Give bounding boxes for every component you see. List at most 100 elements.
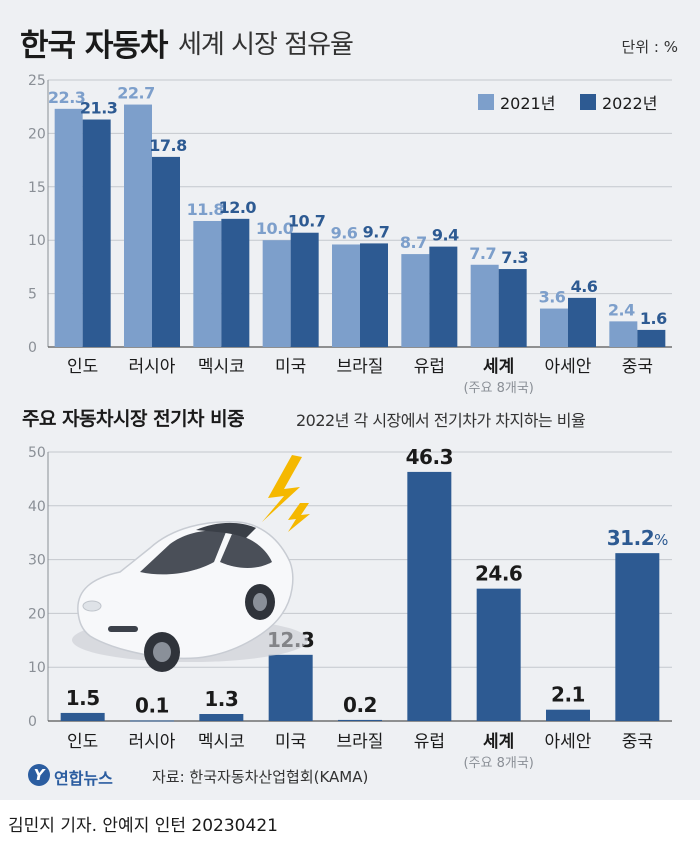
data-label: 46.3	[406, 445, 453, 469]
x-tick-label: 인도	[67, 732, 98, 752]
bar-ev	[130, 720, 174, 722]
bar-2021	[401, 254, 430, 347]
bar-2022	[429, 246, 458, 347]
y-tick-label: 30	[28, 553, 46, 569]
bar-2022	[637, 329, 666, 347]
bar-ev	[615, 553, 660, 721]
data-label: 3.6	[539, 288, 566, 307]
bar-2021	[124, 104, 152, 348]
data-label-unit: %	[654, 531, 668, 549]
chart-market-share: 0 5 10 15 20 25 인도 러시아 멕시코 미국 브라질 유럽 세계 (주요 8개국) 아세안 중국…	[28, 73, 672, 396]
bar-2022	[152, 156, 180, 347]
data-label: 9.4	[432, 226, 459, 245]
bar-2022	[221, 218, 250, 347]
bar-2022	[568, 297, 596, 347]
x-tick-note: (주요 8개국)	[463, 381, 533, 396]
legend-swatch	[580, 94, 596, 110]
data-label: 22.7	[117, 84, 154, 103]
bar-2021	[609, 321, 638, 347]
y-tick-label: 40	[28, 499, 46, 515]
y-tick-label: 20	[28, 606, 46, 622]
data-label: 10.7	[288, 212, 325, 231]
bar-2021	[54, 108, 83, 347]
data-label: 4.6	[571, 277, 598, 296]
y-tick-label: 0	[28, 340, 37, 356]
data-label: 1.5	[66, 686, 100, 710]
x-tick-note: (주요 8개국)	[463, 756, 533, 771]
section2-title: 주요 자동차시장 전기차 비중	[22, 408, 245, 430]
x-tick-label: 세계	[483, 732, 514, 752]
y-tick-label: 0	[28, 714, 37, 730]
x-tick-label: 러시아	[129, 357, 176, 377]
bar-ev	[476, 588, 521, 721]
x-tick-label: 유럽	[414, 732, 445, 752]
bar-2021	[540, 308, 568, 347]
bar-2021	[262, 240, 291, 347]
data-label: 17.8	[149, 136, 187, 155]
y-tick-label: 10	[28, 233, 46, 249]
x-tick-label: 아세안	[545, 357, 592, 377]
legend-label: 2021년	[500, 94, 555, 113]
x-tick-label: 미국	[275, 357, 306, 377]
lightning-icon	[262, 455, 302, 522]
x-tick-label: 중국	[622, 357, 653, 377]
x-tick-label: 러시아	[129, 732, 176, 752]
data-label: 22.3	[48, 88, 85, 107]
x-tick-label: 브라질	[337, 732, 384, 752]
bar-2021	[193, 220, 222, 347]
x-tick-label: 미국	[275, 732, 306, 752]
data-label: 0.2	[343, 693, 377, 717]
bar-ev	[199, 714, 244, 721]
data-label: 12.0	[219, 198, 257, 217]
section2-subtitle: 2022년 각 시장에서 전기차가 차지하는 비율	[296, 411, 586, 430]
bar-2022	[82, 119, 111, 348]
bar-ev	[60, 712, 105, 721]
x-tick-label: 중국	[622, 732, 653, 752]
bar-2022	[290, 232, 319, 347]
unit-label: 단위 : %	[621, 38, 678, 56]
source-note: 자료: 한국자동차산업협회(KAMA)	[152, 768, 369, 786]
data-label: 2.1	[551, 683, 585, 707]
x-tick-label: 유럽	[414, 357, 445, 377]
bar-ev	[268, 654, 313, 721]
y-tick-label: 50	[28, 445, 46, 461]
y-tick-label: 5	[28, 287, 37, 303]
data-label: 7.3	[501, 248, 528, 267]
agency-logo-icon: Y	[28, 764, 50, 786]
data-label: 31.2%	[607, 526, 668, 550]
car-windshield	[140, 530, 226, 575]
y-tick-label: 20	[28, 126, 46, 142]
data-label: 10.0	[256, 219, 294, 238]
data-label: 2.4	[608, 300, 635, 319]
car-illustration	[72, 455, 310, 672]
data-label: 8.7	[400, 233, 427, 252]
y-tick-label: 10	[28, 660, 46, 676]
legend-swatch	[478, 94, 494, 110]
y-tick-label: 25	[28, 73, 46, 89]
x-tick-label: 멕시코	[198, 732, 245, 752]
x-tick-label: 인도	[67, 357, 98, 377]
bar-ev	[546, 709, 590, 721]
bar-2022	[498, 269, 527, 347]
data-label: 1.3	[204, 687, 238, 711]
data-label: 0.1	[135, 693, 169, 717]
byline: 김민지 기자. 안예지 인턴 20230421	[8, 816, 278, 836]
data-label: 9.7	[363, 222, 390, 241]
bar-ev	[338, 719, 382, 721]
bar-ev	[407, 471, 452, 721]
y-tick-label: 15	[28, 180, 46, 196]
bar-2021	[470, 264, 499, 347]
car-side-window	[220, 534, 272, 568]
x-tick-label: 세계	[483, 357, 514, 377]
x-tick-label: 아세안	[545, 732, 592, 752]
data-label: 24.6	[475, 562, 522, 586]
x-tick-label: 브라질	[337, 357, 384, 377]
page-title: 한국 자동차	[20, 28, 168, 64]
data-label: 9.6	[331, 223, 358, 242]
data-label: 7.7	[469, 244, 496, 263]
bar-2021	[332, 244, 360, 347]
x-tick-label: 멕시코	[198, 357, 245, 377]
data-label: 1.6	[640, 309, 667, 328]
legend-label: 2022년	[602, 94, 657, 113]
